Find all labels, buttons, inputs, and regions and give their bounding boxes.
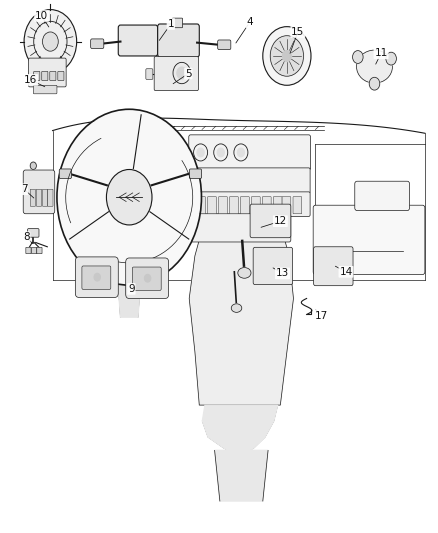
- FancyBboxPatch shape: [355, 181, 410, 211]
- FancyBboxPatch shape: [42, 189, 48, 206]
- FancyBboxPatch shape: [132, 267, 161, 290]
- FancyBboxPatch shape: [262, 197, 271, 214]
- FancyBboxPatch shape: [48, 189, 53, 206]
- Circle shape: [58, 111, 200, 284]
- FancyBboxPatch shape: [251, 197, 260, 214]
- Text: 15: 15: [291, 27, 304, 37]
- Circle shape: [94, 273, 100, 281]
- Text: 4: 4: [246, 18, 253, 27]
- FancyBboxPatch shape: [197, 197, 205, 214]
- Circle shape: [386, 52, 396, 65]
- Circle shape: [263, 27, 311, 85]
- FancyBboxPatch shape: [230, 197, 238, 214]
- FancyBboxPatch shape: [191, 214, 291, 242]
- Ellipse shape: [238, 268, 251, 278]
- FancyBboxPatch shape: [28, 229, 39, 237]
- Circle shape: [177, 67, 187, 79]
- FancyBboxPatch shape: [293, 197, 302, 214]
- FancyBboxPatch shape: [50, 71, 56, 80]
- Circle shape: [353, 51, 363, 63]
- Text: 13: 13: [276, 269, 289, 278]
- FancyBboxPatch shape: [250, 204, 291, 238]
- FancyBboxPatch shape: [42, 71, 48, 80]
- Polygon shape: [202, 405, 278, 452]
- FancyBboxPatch shape: [33, 85, 57, 94]
- FancyBboxPatch shape: [189, 169, 201, 179]
- Text: 17: 17: [315, 311, 328, 320]
- FancyBboxPatch shape: [34, 71, 40, 80]
- FancyBboxPatch shape: [313, 205, 425, 274]
- FancyBboxPatch shape: [126, 258, 169, 298]
- Text: 12: 12: [274, 216, 287, 226]
- FancyBboxPatch shape: [189, 168, 310, 193]
- FancyBboxPatch shape: [37, 247, 42, 254]
- Circle shape: [217, 148, 224, 157]
- FancyBboxPatch shape: [23, 170, 55, 214]
- Text: 10: 10: [35, 11, 48, 21]
- FancyBboxPatch shape: [75, 257, 118, 297]
- Circle shape: [237, 148, 244, 157]
- FancyBboxPatch shape: [118, 25, 158, 56]
- FancyBboxPatch shape: [146, 69, 153, 79]
- Circle shape: [24, 10, 77, 74]
- FancyBboxPatch shape: [91, 39, 104, 49]
- FancyBboxPatch shape: [219, 197, 227, 214]
- FancyBboxPatch shape: [58, 71, 64, 80]
- FancyBboxPatch shape: [30, 189, 35, 206]
- Ellipse shape: [231, 304, 242, 312]
- FancyBboxPatch shape: [158, 24, 199, 57]
- FancyBboxPatch shape: [208, 197, 216, 214]
- FancyBboxPatch shape: [189, 192, 310, 216]
- FancyBboxPatch shape: [26, 247, 31, 254]
- Text: 9: 9: [128, 284, 135, 294]
- FancyBboxPatch shape: [36, 189, 42, 206]
- FancyBboxPatch shape: [189, 135, 311, 170]
- FancyBboxPatch shape: [82, 266, 111, 289]
- FancyBboxPatch shape: [273, 197, 282, 214]
- FancyBboxPatch shape: [32, 247, 37, 254]
- Text: 7: 7: [21, 184, 28, 194]
- Polygon shape: [189, 240, 293, 405]
- Polygon shape: [118, 285, 140, 317]
- Text: 11: 11: [374, 49, 388, 58]
- FancyBboxPatch shape: [253, 247, 293, 285]
- Polygon shape: [215, 450, 268, 501]
- FancyBboxPatch shape: [172, 18, 183, 28]
- FancyBboxPatch shape: [282, 197, 291, 214]
- Text: 16: 16: [24, 75, 37, 85]
- Text: 8: 8: [23, 232, 30, 242]
- Circle shape: [283, 51, 291, 61]
- FancyBboxPatch shape: [59, 169, 71, 179]
- Circle shape: [369, 77, 380, 90]
- Circle shape: [197, 148, 204, 157]
- FancyBboxPatch shape: [154, 56, 198, 91]
- Text: 5: 5: [185, 69, 192, 78]
- Circle shape: [30, 162, 36, 169]
- Text: 14: 14: [339, 267, 353, 277]
- Ellipse shape: [357, 50, 392, 83]
- FancyBboxPatch shape: [314, 247, 353, 286]
- Circle shape: [42, 32, 58, 51]
- Circle shape: [145, 274, 151, 282]
- Circle shape: [106, 169, 152, 225]
- Text: 1: 1: [167, 19, 174, 29]
- FancyBboxPatch shape: [240, 197, 249, 214]
- Circle shape: [270, 36, 304, 76]
- Ellipse shape: [93, 138, 179, 182]
- FancyBboxPatch shape: [28, 58, 66, 87]
- FancyBboxPatch shape: [218, 40, 231, 50]
